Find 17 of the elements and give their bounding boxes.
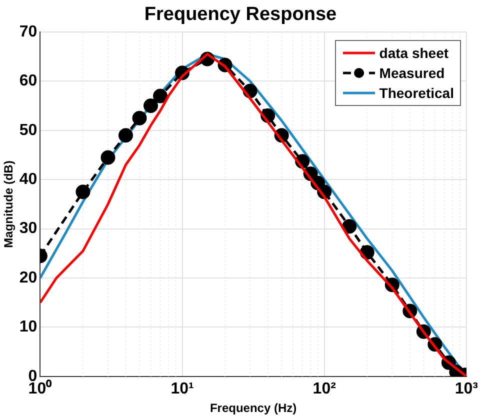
x-tick-label: 10⁰	[28, 379, 52, 398]
y-tick-label: 20	[19, 269, 38, 286]
legend-label: data sheet	[379, 45, 449, 61]
legend-label: Theoretical	[379, 85, 454, 101]
y-tick-label: 30	[19, 220, 38, 238]
y-tick-label: 50	[19, 122, 38, 139]
y-tick-label: 70	[19, 23, 38, 40]
y-axis-title: Magnitude (dB)	[2, 160, 16, 248]
legend-label: Measured	[379, 65, 445, 81]
y-tick-label: 10	[19, 318, 38, 336]
y-tick-label: 60	[19, 72, 38, 90]
x-tick-label: 10¹	[170, 380, 194, 398]
x-axis-title: Frequency (Hz)	[210, 401, 297, 416]
chart-title: Frequency Response	[144, 4, 337, 25]
x-tick-label: 10³	[454, 380, 478, 398]
y-tick-label: 40	[19, 171, 38, 188]
x-tick-label: 10²	[312, 380, 336, 398]
